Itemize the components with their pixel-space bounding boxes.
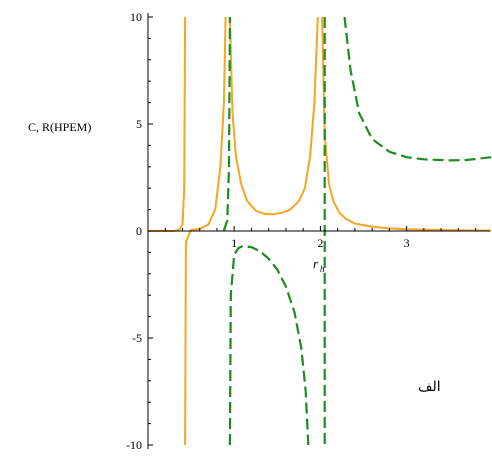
y-tick-label: 5: [136, 117, 142, 131]
series-1-segment-4: [321, 16, 492, 232]
x-axis-label: r: [313, 256, 319, 271]
chart-curves: [148, 16, 492, 446]
series-2-segment-2: [228, 244, 310, 446]
x-tick-label: 2: [317, 236, 323, 250]
y-axis-label: C, R(HPEM): [28, 120, 91, 134]
series-1-segment-3: [228, 16, 319, 216]
x-tick-label: 3: [404, 236, 410, 250]
series-2-segment-1: [222, 16, 231, 231]
series-2-segment-4: [343, 16, 492, 162]
x-axis-label-subscript: h: [320, 264, 325, 274]
y-tick-label: 10: [130, 10, 142, 24]
x-tick-label: 1: [231, 236, 237, 250]
y-tick-label: -10: [126, 438, 142, 452]
y-tick-label: -5: [132, 331, 142, 345]
series-1-segment-1: [148, 16, 187, 232]
annotation-label: الف: [418, 379, 441, 395]
y-tick-label: 0: [136, 224, 142, 238]
chart-axes: 10 5 0 -5 -10 1 2 3: [126, 10, 490, 452]
series-1-segment-2: [184, 16, 227, 446]
